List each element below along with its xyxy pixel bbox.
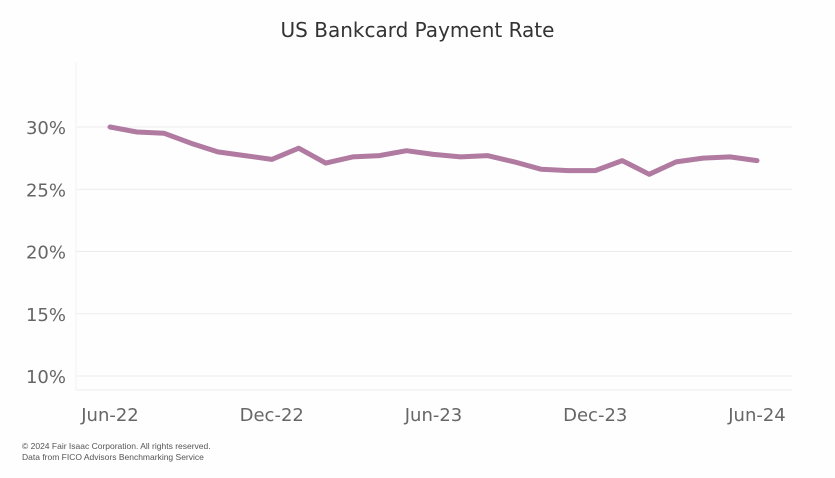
chart-title: US Bankcard Payment Rate	[280, 18, 555, 42]
x-tick-label: Jun-24	[727, 405, 786, 426]
series-line-payment-rate	[107, 124, 760, 177]
y-tick-label: 10%	[26, 367, 66, 388]
y-axis-tick-labels: 10% 15% 20% 25% 30%	[26, 118, 66, 388]
x-tick-label: Dec-22	[240, 405, 304, 426]
series-layer	[107, 124, 760, 177]
y-tick-label: 20%	[26, 243, 66, 264]
x-tick-label: Jun-22	[80, 405, 139, 426]
y-tick-label: 15%	[26, 305, 66, 326]
copyright-text: © 2024 Fair Isaac Corporation. All right…	[22, 441, 211, 451]
source-text: Data from FICO Advisors Benchmarking Ser…	[22, 452, 204, 462]
x-tick-label: Dec-23	[563, 405, 627, 426]
y-tick-label: 30%	[26, 118, 66, 139]
x-axis-tick-labels: Jun-22 Dec-22 Jun-23 Dec-23 Jun-24	[80, 405, 786, 426]
gridlines	[76, 126, 792, 377]
y-tick-label: 25%	[26, 180, 66, 201]
x-tick-label: Jun-23	[404, 405, 463, 426]
axes	[75, 62, 792, 391]
